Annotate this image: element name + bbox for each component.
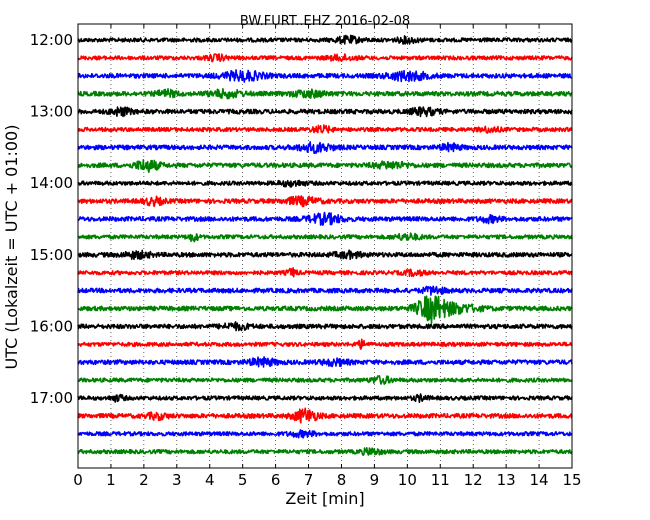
seismogram-trace [77, 407, 573, 424]
x-tick-label: 7 [304, 471, 314, 489]
plot-frame [77, 23, 573, 469]
y-tick-label: 15:00 [30, 246, 73, 264]
y-axis-label: UTC (Lokalzeit = UTC + 01:00) [2, 125, 21, 370]
seismogram-trace [77, 69, 573, 83]
y-axis: 12:00 13:00 14:00 15:00 16:00 17:00 [30, 31, 572, 407]
x-tick-label: 0 [73, 471, 83, 489]
y-tick-label: 16:00 [30, 317, 73, 335]
seismogram-trace [77, 232, 573, 243]
x-tick-label: 2 [139, 471, 149, 489]
x-tick-label: 12 [464, 471, 483, 489]
seismogram-trace [77, 34, 573, 45]
seismogram-trace [77, 124, 573, 134]
seismogram-trace [77, 375, 573, 386]
seismogram-trace [77, 53, 573, 63]
seismogram-trace [77, 356, 573, 368]
trace-group [77, 34, 573, 456]
seismogram-trace [77, 179, 573, 188]
seismogram-trace [77, 321, 573, 332]
y-tick-label: 13:00 [30, 103, 73, 121]
y-tick-label: 14:00 [30, 174, 73, 192]
x-tick-label: 3 [172, 471, 182, 489]
seismogram-trace [77, 106, 573, 118]
x-tick-label: 9 [370, 471, 380, 489]
x-tick-label: 13 [497, 471, 516, 489]
seismogram-trace [77, 267, 573, 278]
x-tick-label: 4 [205, 471, 215, 489]
seismogram-trace [77, 87, 573, 100]
seismogram-trace [77, 249, 573, 261]
x-tick-label: 6 [271, 471, 281, 489]
seismogram-trace [77, 446, 573, 456]
seismogram-trace [77, 429, 573, 439]
x-tick-label: 5 [238, 471, 248, 489]
x-tick-label: 10 [398, 471, 417, 489]
x-tick-label: 14 [530, 471, 549, 489]
seismogram-trace [77, 295, 573, 324]
x-tick-label: 15 [562, 471, 581, 489]
y-tick-label: 12:00 [30, 31, 73, 49]
seismogram-trace [77, 141, 573, 155]
seismogram-trace [77, 195, 573, 208]
seismogram-trace [77, 285, 573, 296]
x-tick-label: 1 [106, 471, 116, 489]
y-tick-label: 17:00 [30, 389, 73, 407]
seismogram-trace [77, 338, 573, 350]
x-tick-label: 8 [337, 471, 347, 489]
x-axis-label: Zeit [min] [285, 489, 364, 508]
seismogram-trace [77, 159, 573, 173]
x-tick-label: 11 [431, 471, 450, 489]
seismogram-trace [77, 211, 573, 226]
chart-title: BW.FURT..EHZ 2016-02-08 [240, 14, 410, 29]
seismogram-trace [77, 393, 573, 404]
x-axis: 0 1 2 3 4 5 6 7 8 9 10 11 12 13 14 15 [73, 24, 582, 489]
